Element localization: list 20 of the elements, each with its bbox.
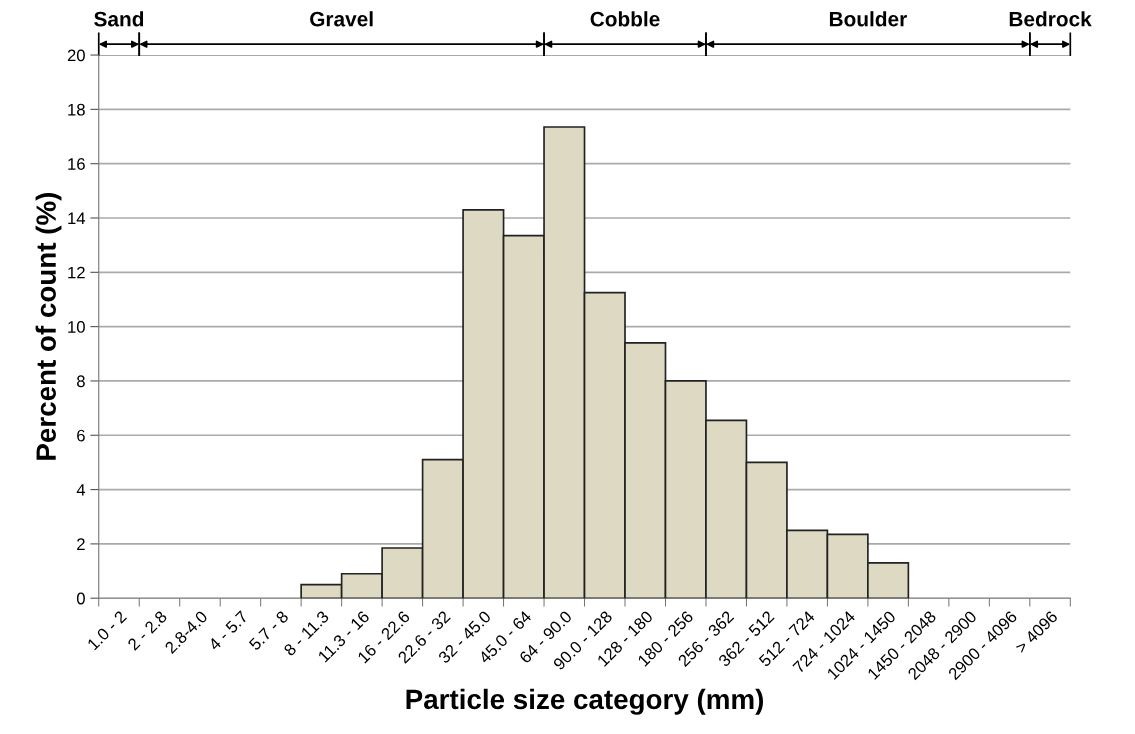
text: Sand <box>94 11 144 27</box>
text: Boulder <box>829 11 907 27</box>
x-tick-label: 1.0 - 2 <box>86 610 128 651</box>
x-tick-label: 4 - 5.7 <box>207 610 249 652</box>
x-axis-title: Particle size category (mm) <box>406 688 764 715</box>
y-tick-label: 14 <box>68 212 86 225</box>
text: Bedrock <box>1009 11 1092 27</box>
y-axis-title: Percent of count (%) <box>35 192 62 460</box>
y-tick-label: 18 <box>68 103 85 116</box>
y-tick-label: 16 <box>68 158 85 170</box>
y-tick-label: 20 <box>67 49 85 62</box>
y-tick-label: 10 <box>68 321 85 333</box>
text: Gravel <box>310 11 373 27</box>
y-tick-label: 4 <box>76 484 86 496</box>
y-tick-label: 0 <box>76 592 85 605</box>
y-tick-label: 6 <box>77 429 85 442</box>
text: Cobble <box>590 11 660 27</box>
y-tick-label: 2 <box>77 538 85 550</box>
y-tick-label: 8 <box>77 375 85 388</box>
y-tick-label: 12 <box>68 266 85 279</box>
